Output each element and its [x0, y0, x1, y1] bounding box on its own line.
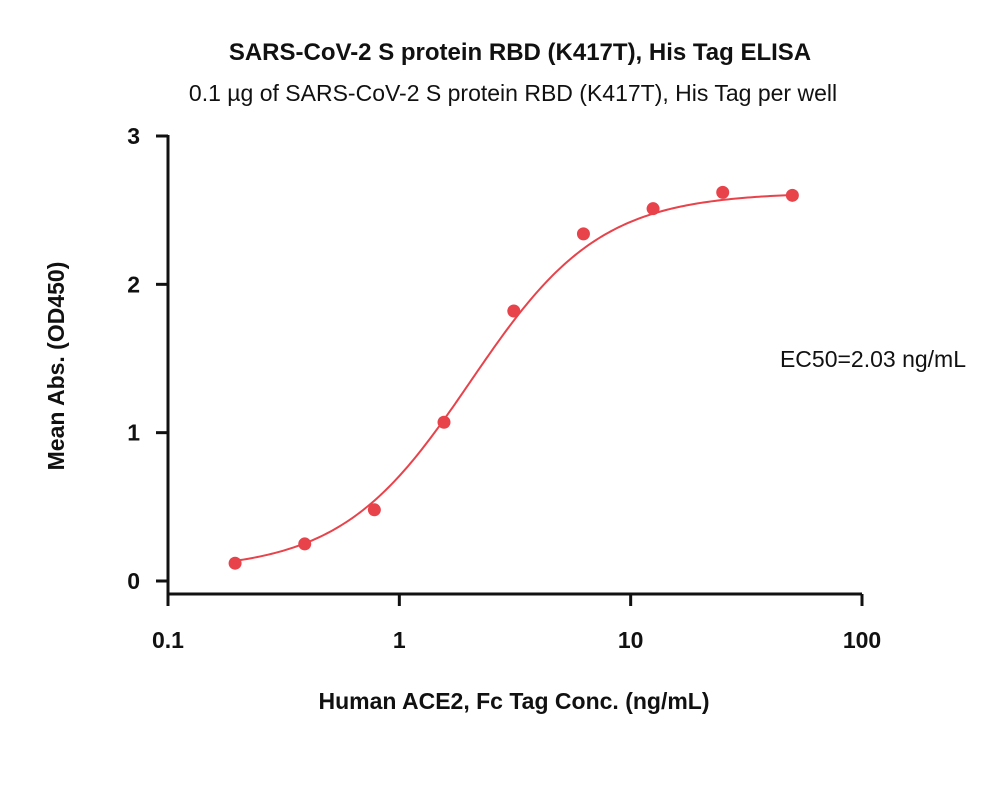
chart-subtitle: 0.1 µg of SARS-CoV-2 S protein RBD (K417…	[189, 80, 837, 106]
x-tick-label: 100	[843, 627, 881, 653]
data-point	[298, 537, 312, 551]
y-tick-label: 2	[127, 271, 140, 297]
axes	[166, 135, 862, 596]
chart-title: SARS-CoV-2 S protein RBD (K417T), His Ta…	[229, 39, 811, 66]
data-point	[576, 227, 590, 241]
fit-curve	[234, 193, 793, 562]
fit-line	[234, 193, 793, 562]
ec50-annotation: EC50=2.03 ng/mL	[780, 346, 966, 372]
data-point	[646, 202, 660, 216]
x-tick-label: 1	[393, 627, 406, 653]
data-point	[367, 503, 381, 517]
data-point	[716, 185, 730, 199]
y-axis-label: Mean Abs. (OD450)	[43, 262, 69, 471]
data-points	[228, 185, 799, 570]
y-tick-label: 1	[127, 420, 140, 446]
y-tick-label: 0	[127, 568, 140, 594]
ticks: 0.1 1 10 100 0 1 2 3	[127, 123, 881, 653]
y-tick-label: 3	[127, 123, 140, 149]
x-axis-label: Human ACE2, Fc Tag Conc. (ng/mL)	[318, 688, 709, 714]
x-tick-label: 0.1	[152, 627, 184, 653]
data-point	[437, 415, 451, 429]
data-point	[785, 188, 799, 202]
data-point	[507, 304, 521, 318]
data-point	[228, 556, 242, 570]
x-tick-label: 10	[618, 627, 644, 653]
